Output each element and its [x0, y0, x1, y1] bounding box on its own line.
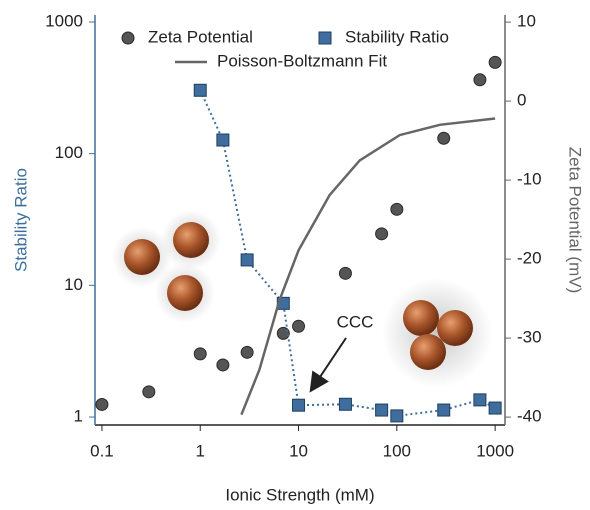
x-axis-label: Ionic Strength (mM): [225, 485, 374, 504]
series-line: [199, 89, 496, 417]
y-axis-label: Stability Ratio: [11, 168, 30, 272]
data-point: [240, 345, 254, 359]
data-point: [488, 55, 502, 69]
data-point: [193, 347, 207, 361]
y-tick-label: 1000: [45, 11, 83, 30]
particles-dispersed: [112, 210, 221, 323]
y2-tick-label: -40: [517, 407, 542, 426]
data-point: [437, 131, 451, 145]
x-tick-label: 10: [289, 441, 308, 460]
legend-swatch: [121, 31, 135, 45]
data-point: [390, 202, 404, 216]
data-point: [292, 319, 306, 333]
data-point: [276, 326, 290, 340]
data-point: [473, 393, 487, 407]
data-point: [390, 409, 404, 423]
x-tick-label: 1: [196, 441, 205, 460]
data-point: [437, 403, 451, 417]
y2-tick-label: -10: [517, 170, 542, 189]
annotation-arrow: [309, 337, 347, 393]
x-tick-label: 1000: [476, 441, 514, 460]
legend-swatch: [318, 31, 332, 45]
data-point: [216, 133, 230, 147]
x-tick-label: 100: [383, 441, 411, 460]
data-point: [375, 403, 389, 417]
y2-tick-label: 0: [517, 91, 526, 110]
data-point: [473, 73, 487, 87]
data-point: [338, 397, 352, 411]
data-point: [240, 253, 254, 267]
data-point: [216, 358, 230, 372]
x-tick-label: 0.1: [90, 441, 114, 460]
legend-label: Poisson-Boltzmann Fit: [217, 51, 387, 70]
data-point: [292, 398, 306, 412]
data-point: [95, 397, 109, 411]
legend-label: Zeta Potential: [148, 27, 253, 46]
data-point: [375, 227, 389, 241]
series-line: [240, 117, 496, 416]
annotation: CCC: [337, 312, 374, 331]
data-point: [193, 83, 207, 97]
legend-label: Stability Ratio: [345, 27, 449, 46]
y2-tick-label: -20: [517, 249, 542, 268]
data-point: [488, 401, 502, 415]
data-point: [142, 385, 156, 399]
y2-tick-label: 10: [517, 12, 536, 31]
y2-tick-label: -30: [517, 328, 542, 347]
particles-aggregated: [382, 278, 492, 388]
y-tick-label: 100: [55, 143, 83, 162]
y-tick-label: 1: [74, 407, 83, 426]
data-point: [338, 266, 352, 280]
y2-axis-label: Zeta Potential (mV): [566, 147, 585, 293]
y-tick-label: 10: [64, 275, 83, 294]
